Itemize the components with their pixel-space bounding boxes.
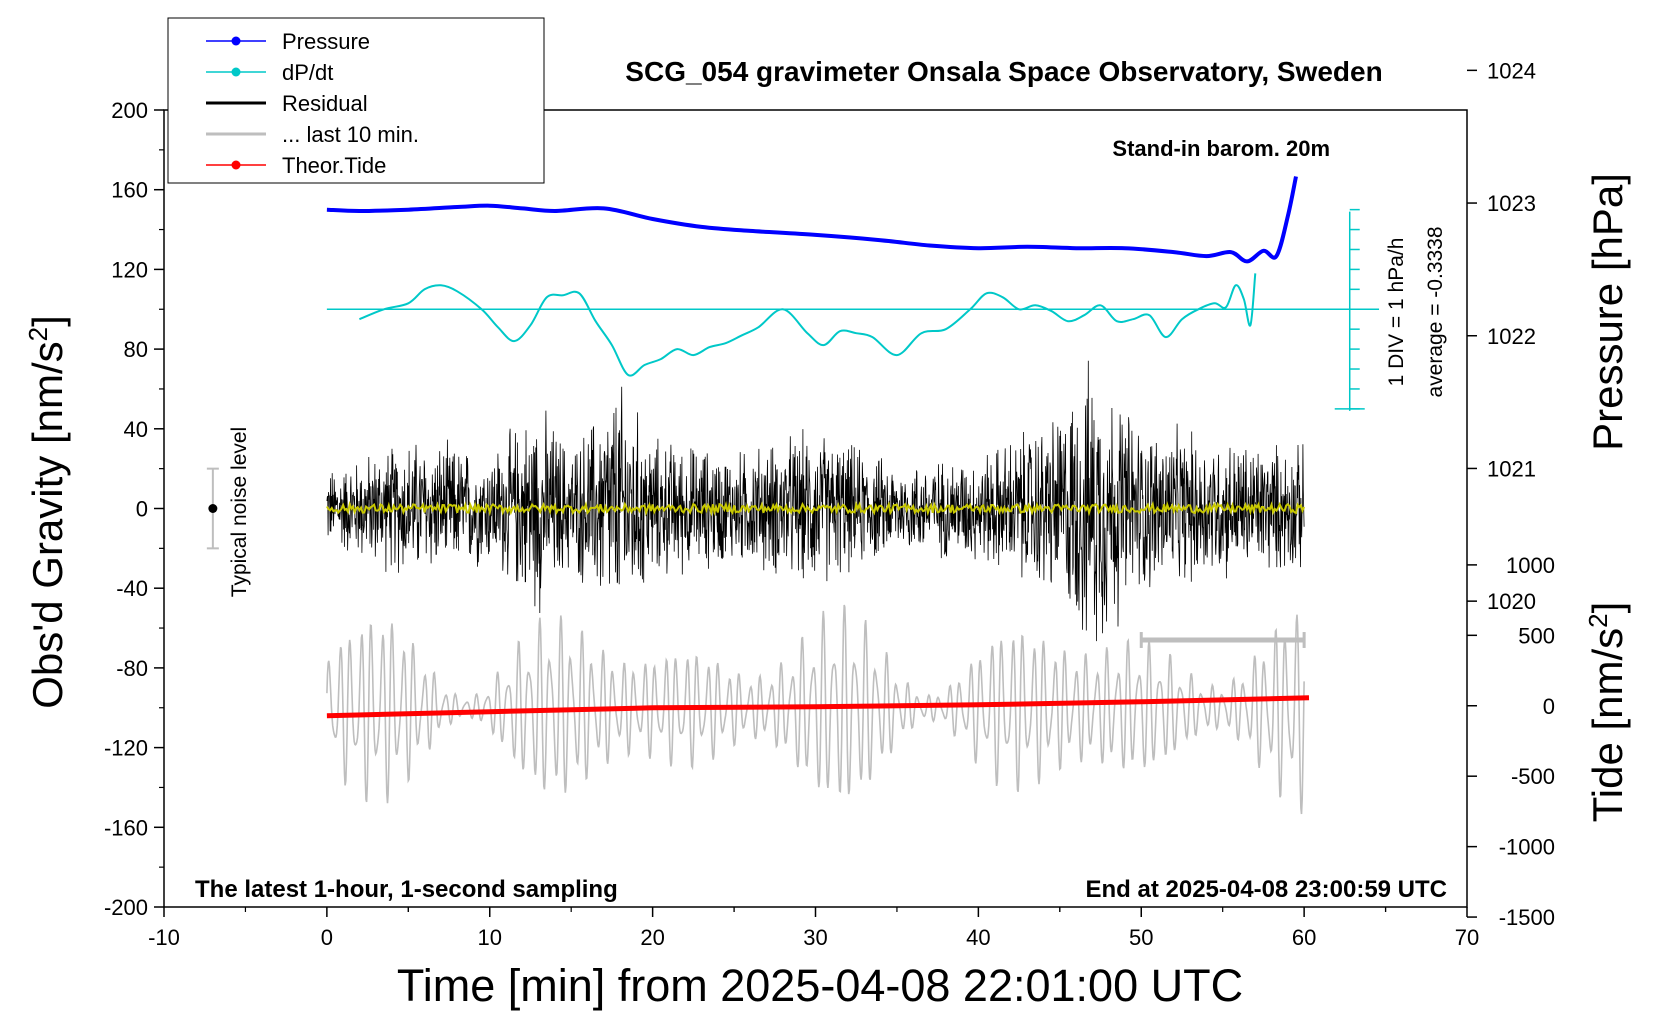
pressure-tick-label: 1022 xyxy=(1487,324,1536,349)
x-tick-label: 60 xyxy=(1292,925,1316,950)
legend-label: Theor.Tide xyxy=(282,153,386,178)
legend-label: Pressure xyxy=(282,29,370,54)
last-10-min-series xyxy=(326,604,1306,815)
legend-marker xyxy=(231,67,241,77)
legend-box xyxy=(167,17,545,184)
tide-tick-label: -500 xyxy=(1511,764,1555,789)
pressure-axis-title: Pressure [hPa] xyxy=(1584,173,1631,451)
tide-line xyxy=(326,695,1310,719)
tide-tick-label: -1500 xyxy=(1499,905,1555,930)
y-axis-title: Obs'd Gravity [nm/s2] xyxy=(23,315,71,709)
div-scale-annotation: 1 DIV = 1 hPa/h xyxy=(1385,238,1408,387)
dpdt-line xyxy=(359,273,1257,377)
y-tick-label: -160 xyxy=(104,815,148,840)
axes xyxy=(154,69,1477,918)
x-tick-label: 70 xyxy=(1455,925,1479,950)
tide-tick-label: 0 xyxy=(1543,694,1555,719)
y-tick-label: 160 xyxy=(111,178,148,203)
x-axis-title: Time [min] from 2025-04-08 22:01:00 UTC xyxy=(397,960,1243,1011)
legend-label: dP/dt xyxy=(282,60,333,85)
tick-labels: -10 0 10 20 30 40 50 60 7020016012080400-40-80-1… xyxy=(104,58,1555,950)
pressure-line xyxy=(326,176,1298,264)
residual-smoothed-line xyxy=(326,500,1306,517)
y-tick-label: -200 xyxy=(104,895,148,920)
x-tick-label: -10 xyxy=(148,925,180,950)
x-tick-label: 40 xyxy=(966,925,990,950)
tide-axis-title: Tide [nm/s2] xyxy=(1583,602,1631,823)
noise-bar-dot xyxy=(208,504,218,513)
pressure-tick-label: 1024 xyxy=(1487,58,1536,83)
y-tick-label: 200 xyxy=(111,98,148,123)
average-annotation: average = -0.3338 xyxy=(1424,226,1447,397)
chart-title: SCG_054 gravimeter Onsala Space Observat… xyxy=(625,56,1382,87)
x-tick-label: 0 xyxy=(321,925,333,950)
pressure-series xyxy=(326,176,1298,264)
tide-tick-label: -1000 xyxy=(1499,835,1555,860)
barometer-annotation: Stand-in barom. 20m xyxy=(1112,136,1330,161)
y-tick-label: 40 xyxy=(124,417,148,442)
legend-marker xyxy=(231,36,241,46)
y-tick-label: -120 xyxy=(104,736,148,761)
last-10-min-line xyxy=(326,604,1305,815)
y-tick-label: -40 xyxy=(116,576,148,601)
bottom-right-annotation: End at 2025-04-08 23:00:59 UTC xyxy=(1086,876,1448,903)
y-tick-label: 120 xyxy=(111,257,148,282)
y-tick-label: 80 xyxy=(124,337,148,362)
theoretical-tide-series xyxy=(326,695,1310,719)
y-tick-label: -80 xyxy=(116,656,148,681)
legend-marker xyxy=(231,160,241,170)
x-tick-label: 20 xyxy=(640,925,664,950)
pressure-tick-label: 1020 xyxy=(1487,589,1536,614)
legend: Pressure dP/dt Residual ... last 10 min. The… xyxy=(167,17,545,184)
noise-annotation: Typical noise level xyxy=(228,427,251,597)
x-tick-label: 30 xyxy=(803,925,827,950)
residual-series xyxy=(206,360,1306,642)
bottom-left-annotation: The latest 1-hour, 1-second sampling xyxy=(195,876,618,903)
tide-tick-label: 500 xyxy=(1518,623,1555,648)
dpdt-series xyxy=(326,208,1380,411)
tide-tick-label: 1000 xyxy=(1506,553,1555,578)
legend-label: ... last 10 min. xyxy=(282,122,419,147)
residual-line xyxy=(326,360,1305,642)
legend-label: Residual xyxy=(282,91,368,116)
y-tick-label: 0 xyxy=(136,497,148,522)
pressure-tick-label: 1023 xyxy=(1487,191,1536,216)
x-tick-label: 10 xyxy=(478,925,502,950)
pressure-tick-label: 1021 xyxy=(1487,456,1536,481)
x-tick-label: 50 xyxy=(1129,925,1153,950)
